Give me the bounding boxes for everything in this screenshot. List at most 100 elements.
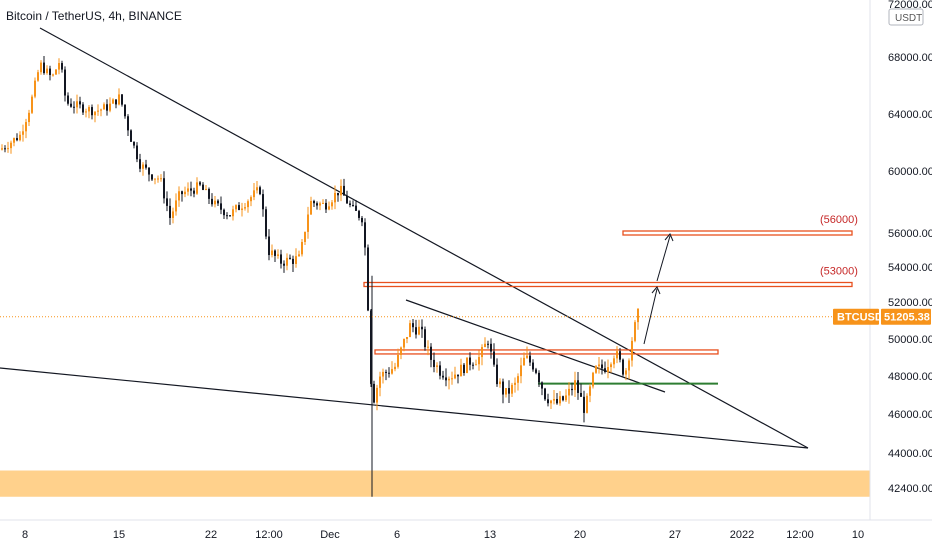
y-tick-label: 60000.00 — [888, 166, 932, 178]
candle-body — [28, 112, 30, 123]
candle-body — [460, 364, 462, 377]
candle-body — [64, 69, 66, 96]
candle-body — [610, 364, 612, 368]
candle-body — [367, 247, 369, 311]
candle-body — [145, 164, 147, 168]
unit-box[interactable] — [888, 8, 924, 26]
candle-body — [592, 372, 594, 387]
candle-body — [595, 366, 597, 373]
candle-body — [103, 104, 105, 110]
arrow-to-53000 — [643, 288, 658, 345]
levels — [363, 230, 853, 385]
candle-body — [619, 351, 621, 360]
x-tick-label: 10 — [852, 529, 864, 541]
candle-body — [127, 116, 129, 131]
candle-body — [373, 383, 375, 403]
candle-body — [454, 374, 456, 379]
candle-body — [412, 323, 414, 328]
candle-body — [22, 131, 24, 135]
candle-body — [274, 250, 276, 256]
candle-body — [67, 95, 69, 104]
y-tick-label: 68000.00 — [888, 52, 932, 64]
candle-body — [130, 130, 132, 142]
candle-body — [142, 164, 144, 169]
support-level-orange — [374, 349, 719, 355]
candle-body — [199, 182, 201, 185]
candle-body — [334, 192, 336, 203]
candle-body — [19, 134, 21, 141]
candle-body — [358, 210, 360, 218]
candle-body — [601, 364, 603, 369]
candle-body — [208, 188, 210, 199]
candle-body — [298, 254, 300, 257]
candle-body — [418, 326, 420, 335]
candle-body — [319, 203, 321, 206]
candle-body — [247, 201, 249, 208]
candle-body — [265, 209, 267, 237]
candle-body — [448, 378, 450, 381]
candle-body — [478, 357, 480, 365]
candle-body — [46, 68, 48, 74]
candle-body — [571, 388, 573, 391]
candle-body — [112, 99, 114, 104]
candle-body — [349, 203, 351, 205]
candle-body — [295, 256, 297, 264]
candle-body — [355, 205, 357, 211]
candle-body — [340, 185, 342, 196]
candle-body — [526, 355, 528, 358]
arrow-head-56000 — [664, 233, 674, 242]
candle-body — [52, 74, 54, 76]
candle-body — [238, 205, 240, 210]
trendlines — [0, 27, 809, 449]
candle-body — [511, 384, 513, 394]
candle-body — [253, 190, 255, 198]
level-label-56000: (56000) — [820, 214, 858, 226]
level-label-53000: (53000) — [820, 266, 858, 278]
candle-body — [163, 178, 165, 199]
candle-body — [82, 104, 84, 113]
candle-body — [409, 323, 411, 337]
candle-body — [289, 257, 291, 259]
y-tick-label: 54000.00 — [888, 262, 932, 274]
symbol-tag — [833, 308, 879, 325]
candle-body — [217, 200, 219, 204]
candle-body — [31, 96, 33, 113]
candle-body — [91, 107, 93, 116]
candle-body — [427, 346, 429, 348]
unit-label: USDT — [895, 13, 922, 24]
x-tick-label: 22 — [205, 529, 217, 541]
upper-trendline — [39, 27, 809, 449]
x-tick-label: 2022 — [730, 529, 754, 541]
candle-body — [622, 359, 624, 375]
candle-body — [181, 191, 183, 195]
candle-body — [388, 372, 390, 374]
candle-body — [451, 378, 453, 380]
candle-body — [463, 364, 465, 373]
candle-body — [40, 62, 42, 73]
x-axis[interactable]: 8 15 22 12:00 Dec 6 13 20 27 2022 12:00 10 — [22, 529, 864, 541]
candle-body — [136, 145, 138, 160]
candle-body — [211, 198, 213, 205]
candle-body — [376, 387, 378, 403]
candle-body — [268, 236, 270, 256]
candle-body — [475, 364, 477, 366]
candle-body — [553, 399, 555, 401]
candle-body — [520, 365, 522, 377]
candle-body — [604, 368, 606, 372]
candle-body — [193, 190, 195, 194]
candle-body — [574, 380, 576, 391]
candle-body — [88, 107, 90, 112]
candle-body — [43, 62, 45, 74]
candle-body — [49, 68, 51, 75]
candle-body — [370, 310, 372, 384]
candle-body — [631, 340, 633, 361]
candle-body — [331, 202, 333, 207]
candle-body — [634, 322, 636, 341]
candle-body — [121, 94, 123, 105]
candle-body — [244, 207, 246, 209]
y-axis[interactable]: 72000.00 68000.00 64000.00 60000.00 56000.00… — [888, 0, 932, 495]
y-tick-label: 72000.00 — [888, 0, 932, 11]
candle-body — [322, 202, 324, 204]
resistance-level-53000 — [363, 281, 853, 288]
